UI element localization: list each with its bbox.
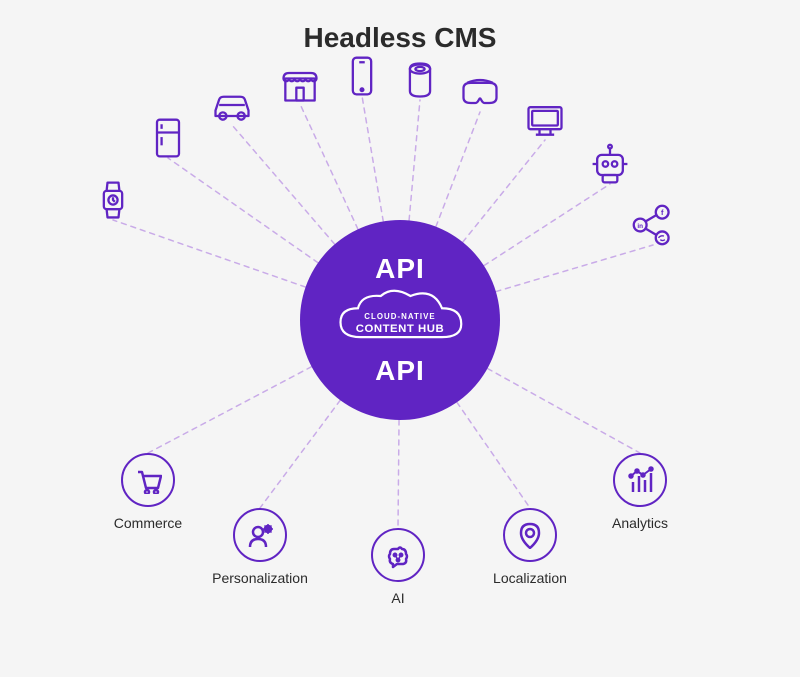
analytics-label: Analytics <box>612 515 668 531</box>
api-label-top: API <box>375 253 425 285</box>
api-label-bottom: API <box>375 355 425 387</box>
fridge-icon <box>144 114 192 162</box>
personalization-node: Personalization <box>210 508 310 586</box>
robot-icon <box>586 140 634 188</box>
analytics-node: Analytics <box>590 453 690 531</box>
content-hub: API CLOUD-NATIVE CONTENT HUB API <box>300 220 500 420</box>
commerce-label: Commerce <box>114 515 182 531</box>
store-icon <box>276 60 324 108</box>
personalization-icon <box>233 508 287 562</box>
svg-text:in: in <box>637 223 643 230</box>
localization-label: Localization <box>493 570 567 586</box>
analytics-icon <box>613 453 667 507</box>
ai-label: AI <box>391 590 404 606</box>
vr-icon <box>456 68 504 116</box>
cloud-icon: CLOUD-NATIVE CONTENT HUB <box>330 289 470 350</box>
hub-sub: CLOUD-NATIVE <box>364 312 435 321</box>
car-icon <box>208 81 256 129</box>
smartwatch-icon <box>89 176 137 224</box>
phone-icon <box>338 52 386 100</box>
svg-text:f: f <box>661 208 664 217</box>
personalization-label: Personalization <box>212 570 308 586</box>
commerce-icon <box>121 453 175 507</box>
smartspeaker-icon <box>396 56 444 104</box>
hub-main: CONTENT HUB <box>356 323 444 335</box>
localization-node: Localization <box>480 508 580 586</box>
tv-icon <box>521 96 569 144</box>
commerce-node: Commerce <box>98 453 198 531</box>
localization-icon <box>503 508 557 562</box>
ai-node: AI <box>348 528 448 606</box>
social-icon: f in <box>629 201 677 249</box>
ai-icon <box>371 528 425 582</box>
